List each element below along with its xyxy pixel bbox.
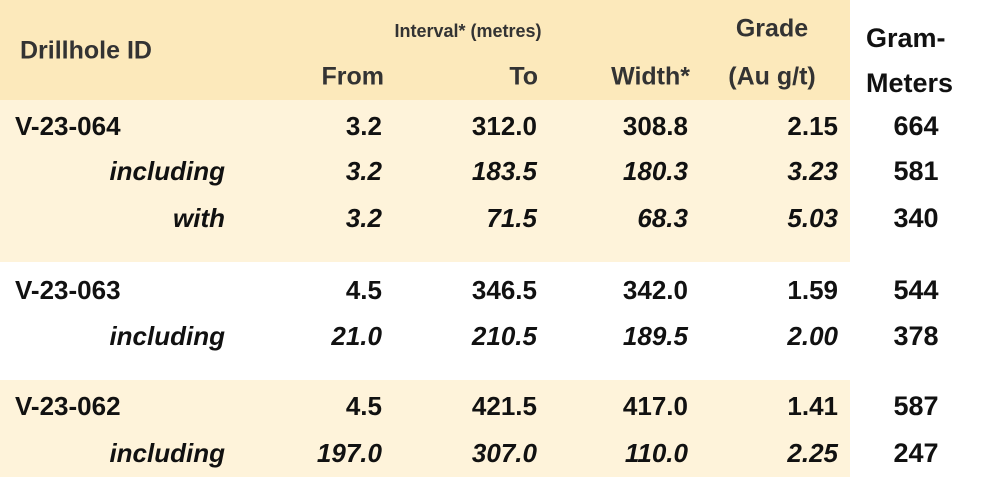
header-cell: (Au g/t) [728,63,815,91]
gram-meters: 581 [893,156,938,186]
gram-meters: 544 [893,275,938,305]
row-label: including [109,321,225,351]
cell: 308.8 [623,111,688,141]
cell: 2.00 [786,321,838,351]
cell: 3.2 [346,156,383,186]
header-cell: To [509,63,538,91]
header-cell: Width* [611,63,690,91]
cell: 417.0 [623,391,688,421]
row-label: with [173,203,225,233]
cell: 2.25 [786,438,838,468]
cell: 3.2 [346,203,383,233]
group-bg [0,380,850,477]
row-label: V-23-064 [15,111,121,141]
cell: 21.0 [330,321,382,351]
row-label: V-23-063 [15,275,121,305]
cell: 307.0 [472,438,538,468]
cell: 71.5 [486,203,537,233]
cell: 421.5 [472,391,537,421]
cell: 346.5 [472,275,537,305]
cell: 342.0 [623,275,688,305]
group-bg [0,100,850,262]
row-label: V-23-062 [15,391,121,421]
header-cell: From [322,63,385,91]
cell: 68.3 [637,203,688,233]
header-bg [0,0,850,100]
row-label: including [109,438,225,468]
cell: 189.5 [623,321,689,351]
cell: 210.5 [471,321,538,351]
gram-meters: 247 [893,438,938,468]
cell: 3.23 [787,156,838,186]
gram-meters: 587 [893,391,938,421]
row-label: including [109,156,225,186]
cell: 3.2 [346,111,382,141]
gram-meters: 664 [893,111,938,141]
cell: 180.3 [623,156,689,186]
cell: 1.41 [787,391,838,421]
cell: 4.5 [346,391,382,421]
cell: 4.5 [346,275,382,305]
cell: 1.59 [787,275,838,305]
cell: 197.0 [317,438,383,468]
cell: 5.03 [787,203,838,233]
gram-meters: 340 [893,203,938,233]
cell: 183.5 [472,156,538,186]
header-cell: Interval* (metres) [394,21,541,41]
header-cell: Meters [866,68,953,98]
header-cell: Gram- [866,23,946,53]
cell: 312.0 [472,111,537,141]
cell: 2.15 [787,111,838,141]
header-cell: Grade [736,15,808,43]
gram-meters: 378 [893,321,938,351]
header-cell: Drillhole ID [20,37,152,65]
cell: 110.0 [625,438,689,468]
